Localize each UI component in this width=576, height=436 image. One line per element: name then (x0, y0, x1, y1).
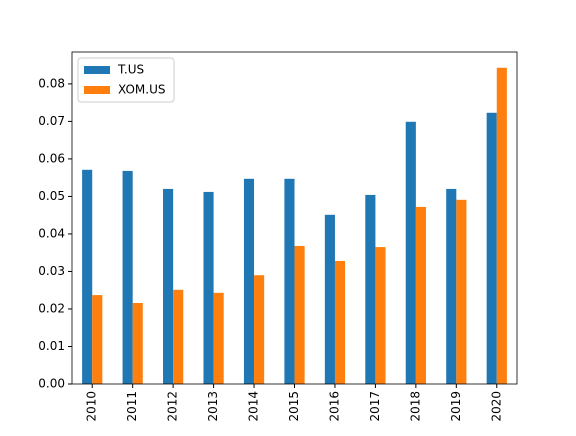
x-tick-label: 2020 (489, 391, 503, 422)
x-tick-label: 2019 (449, 391, 463, 422)
bar (375, 247, 386, 384)
legend-swatch (84, 86, 110, 94)
y-tick-label: 0.03 (38, 264, 65, 278)
x-tick-label: 2014 (247, 391, 261, 422)
bar (82, 169, 93, 384)
y-tick-label: 0.01 (38, 339, 65, 353)
legend-swatch (84, 66, 110, 74)
bar (203, 191, 214, 384)
plot-frame (71, 51, 518, 385)
bar (334, 260, 346, 384)
legend-label: XOM.US (118, 83, 165, 97)
x-tick-label: 2018 (408, 391, 422, 422)
x-tick-label: 2015 (287, 391, 301, 422)
bar (92, 295, 103, 384)
bar (163, 188, 174, 384)
bar (122, 170, 133, 384)
legend-label: T.US (117, 63, 144, 77)
bar (365, 194, 376, 384)
y-tick-label: 0.06 (38, 151, 65, 165)
bar (243, 178, 255, 384)
y-tick-label: 0.07 (38, 114, 65, 128)
bar (213, 292, 224, 384)
bar (132, 302, 143, 384)
x-tick-label: 2010 (85, 391, 99, 422)
y-tick-label: 0.00 (38, 377, 65, 391)
bar (446, 188, 457, 384)
bar (415, 206, 426, 384)
x-tick-label: 2011 (125, 391, 139, 422)
bar (456, 199, 467, 384)
x-tick-label: 2016 (327, 391, 341, 422)
bar (496, 67, 507, 385)
bar (294, 245, 305, 384)
bar (324, 214, 335, 384)
bar (284, 178, 295, 384)
y-tick-label: 0.02 (38, 301, 65, 315)
y-tick-label: 0.05 (38, 189, 65, 203)
bar (254, 275, 265, 384)
x-tick-label: 2017 (368, 391, 382, 422)
x-tick-label: 2013 (206, 391, 220, 422)
bar (405, 121, 416, 384)
bar (486, 112, 497, 384)
bar (173, 289, 184, 384)
y-tick-label: 0.08 (38, 76, 65, 90)
x-tick-label: 2012 (166, 391, 180, 422)
y-tick-label: 0.04 (38, 226, 65, 240)
